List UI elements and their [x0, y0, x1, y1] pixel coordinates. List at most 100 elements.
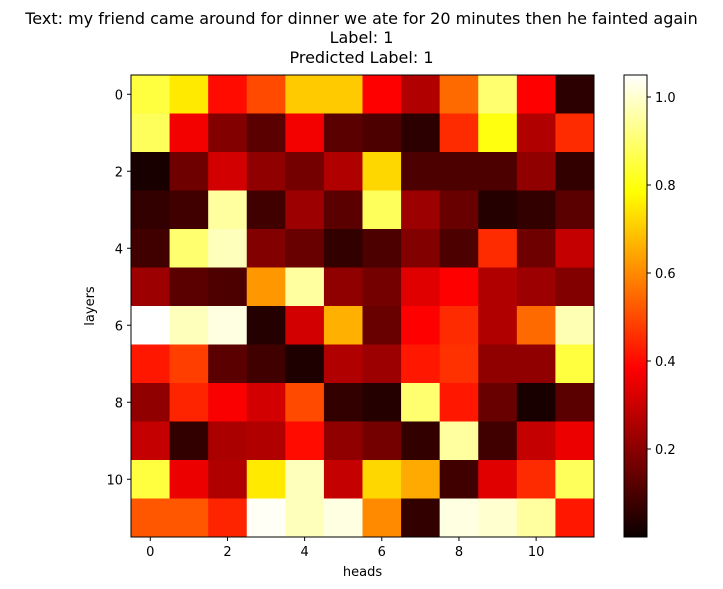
- heatmap-cell: [169, 498, 209, 538]
- heatmap-cell: [208, 383, 248, 422]
- heatmap-cell: [362, 383, 402, 422]
- heatmap-cell: [478, 306, 518, 345]
- heatmap-cell: [401, 190, 441, 230]
- x-tick-label: 10: [528, 545, 545, 560]
- heatmap-cell: [246, 306, 286, 345]
- heatmap-cell: [516, 75, 556, 114]
- heatmap-cell: [516, 344, 556, 384]
- heatmap-cell: [555, 75, 595, 114]
- heatmap-cell: [516, 190, 556, 230]
- heatmap-cell: [285, 498, 325, 538]
- heatmap-cell: [478, 344, 518, 384]
- heatmap-cell: [401, 344, 441, 384]
- heatmap-cell: [478, 75, 518, 114]
- heatmap-cell: [169, 306, 209, 345]
- heatmap-cell: [131, 421, 171, 461]
- heatmap-cell: [439, 113, 479, 153]
- heatmap-cell: [285, 383, 325, 422]
- x-axis-ticks: 0 2 4 6 8 10: [146, 537, 544, 560]
- heatmap-cell: [323, 113, 363, 153]
- heatmap-cell: [401, 421, 441, 461]
- colorbar-tick-label: 0.2: [655, 443, 676, 458]
- heatmap-cell: [516, 498, 556, 538]
- y-axis-ticks: 0 2 4 6 8 10: [106, 88, 131, 488]
- heatmap-cell: [439, 267, 479, 307]
- y-tick-label: 0: [115, 88, 123, 103]
- heatmap-cell: [401, 75, 441, 114]
- heatmap-cell: [362, 75, 402, 114]
- heatmap-cell: [323, 344, 363, 384]
- heatmap-cell: [208, 421, 248, 461]
- heatmap-cell: [362, 498, 402, 538]
- heatmap-cell: [246, 267, 286, 307]
- heatmap-cell: [323, 152, 363, 191]
- heatmap-cell: [362, 267, 402, 307]
- heatmap-cell: [555, 190, 595, 230]
- heatmap-cell: [439, 306, 479, 345]
- heatmap-cells: [131, 75, 595, 538]
- heatmap-cell: [555, 383, 595, 422]
- heatmap-cell: [285, 113, 325, 153]
- heatmap-cell: [323, 75, 363, 114]
- heatmap-cell: [401, 152, 441, 191]
- heatmap-cell: [555, 152, 595, 191]
- heatmap-cell: [208, 152, 248, 191]
- heatmap-cell: [246, 190, 286, 230]
- heatmap-cell: [131, 306, 171, 345]
- heatmap-cell: [323, 306, 363, 345]
- heatmap-cell: [516, 229, 556, 268]
- heatmap-cell: [246, 460, 286, 499]
- heatmap-cell: [401, 383, 441, 422]
- colorbar: [623, 74, 648, 538]
- x-tick-label: 6: [378, 545, 386, 560]
- heatmap-cell: [285, 152, 325, 191]
- heatmap-cell: [362, 190, 402, 230]
- heatmap-cell: [285, 190, 325, 230]
- heatmap-cell: [478, 113, 518, 153]
- heatmap-cell: [439, 75, 479, 114]
- heatmap-cell: [516, 267, 556, 307]
- heatmap-cell: [285, 344, 325, 384]
- heatmap-cell: [208, 113, 248, 153]
- heatmap-cell: [478, 498, 518, 538]
- heatmap-cell: [131, 75, 171, 114]
- heatmap-cell: [208, 75, 248, 114]
- heatmap-cell: [323, 498, 363, 538]
- colorbar-tick-label: 0.8: [655, 179, 676, 194]
- heatmap-cell: [478, 421, 518, 461]
- heatmap-cell: [478, 267, 518, 307]
- heatmap-cell: [362, 421, 402, 461]
- heatmap-cell: [478, 460, 518, 499]
- colorbar-tick-label: 0.6: [655, 267, 676, 282]
- heatmap-cell: [555, 306, 595, 345]
- heatmap-cell: [285, 460, 325, 499]
- heatmap-cell: [323, 460, 363, 499]
- heatmap-cell: [246, 152, 286, 191]
- heatmap-cell: [169, 152, 209, 191]
- heatmap-cell: [169, 229, 209, 268]
- heatmap-cell: [246, 498, 286, 538]
- heatmap-cell: [516, 383, 556, 422]
- colorbar-tick-label: 1.0: [655, 91, 676, 106]
- heatmap-cell: [208, 306, 248, 345]
- y-axis-label: layers: [83, 286, 98, 326]
- chart-title-label: Label: 1: [329, 28, 394, 47]
- heatmap-cell: [169, 383, 209, 422]
- heatmap-cell: [362, 229, 402, 268]
- heatmap-cell: [439, 344, 479, 384]
- heatmap-cell: [169, 460, 209, 499]
- heatmap-cell: [208, 460, 248, 499]
- heatmap-cell: [478, 383, 518, 422]
- heatmap-cell: [169, 113, 209, 153]
- heatmap-cell: [439, 152, 479, 191]
- heatmap-cell: [131, 190, 171, 230]
- heatmap-cell: [516, 421, 556, 461]
- heatmap-cell: [439, 190, 479, 230]
- heatmap-cell: [401, 267, 441, 307]
- heatmap-cell: [208, 229, 248, 268]
- heatmap-cell: [555, 229, 595, 268]
- heatmap-cell: [323, 229, 363, 268]
- heatmap-cell: [208, 498, 248, 538]
- heatmap-cell: [555, 113, 595, 153]
- heatmap-cell: [208, 190, 248, 230]
